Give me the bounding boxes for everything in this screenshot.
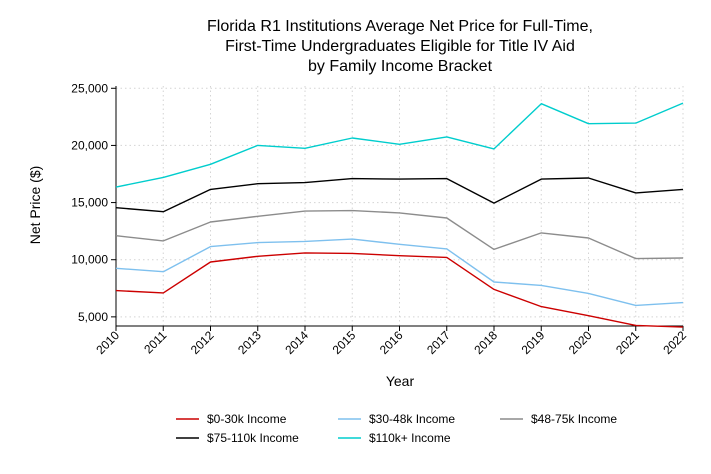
- chart-title-line-3: by Family Income Bracket: [308, 58, 493, 75]
- legend-label: $30-48k Income: [369, 412, 455, 426]
- series-line-3: [115, 177, 684, 213]
- x-tick-label: 2018: [471, 328, 500, 357]
- legend-item-2: $48-75k Income: [500, 412, 617, 426]
- x-axis-title: Year: [386, 373, 415, 389]
- chart-title-line-2: First-Time Undergraduates Eligible for T…: [225, 38, 575, 55]
- legend-label: $48-75k Income: [531, 412, 617, 426]
- x-tick-label: 2016: [377, 328, 406, 357]
- chart-title-line-1: Florida R1 Institutions Average Net Pric…: [207, 18, 593, 35]
- legend-item-1: $30-48k Income: [338, 412, 455, 426]
- chart-title: Florida R1 Institutions Average Net Pric…: [207, 18, 593, 75]
- legend-item-0: $0-30k Income: [176, 412, 287, 426]
- x-tick-label: 2014: [282, 328, 311, 357]
- y-tick-label: 15,000: [71, 196, 108, 210]
- x-tick-label: 2020: [566, 328, 595, 357]
- series-line-1: [115, 238, 684, 307]
- y-tick-label: 25,000: [71, 81, 108, 95]
- series-line-0: [115, 252, 684, 328]
- x-tick-label: 2022: [660, 328, 689, 357]
- x-tick-label: 2012: [188, 328, 217, 357]
- y-tick-label: 10,000: [71, 253, 108, 267]
- y-tick-label: 5,000: [78, 310, 108, 324]
- x-tick-label: 2015: [330, 328, 359, 357]
- legend-item-3: $75-110k Income: [176, 431, 299, 445]
- legend: $0-30k Income $30-48k Income $48-75k Incom…: [176, 412, 617, 445]
- x-tick-label: 2019: [519, 328, 548, 357]
- series-line-4: [115, 102, 684, 188]
- x-tick-label: 2021: [613, 328, 642, 357]
- y-tick-label: 20,000: [71, 138, 108, 152]
- legend-label: $110k+ Income: [369, 431, 451, 445]
- grid: [115, 86, 684, 326]
- x-tick-label: 2011: [141, 328, 169, 356]
- legend-item-4: $110k+ Income: [338, 431, 451, 445]
- legend-label: $0-30k Income: [207, 412, 287, 426]
- x-tick-label: 2010: [93, 328, 122, 357]
- legend-label: $75-110k Income: [207, 431, 299, 445]
- y-axis-title: Net Price ($): [27, 166, 43, 245]
- x-tick-label: 2013: [235, 328, 264, 357]
- axes: 5,000 10,000 15,000 20,000 25,000 2010 2011 201…: [71, 81, 689, 357]
- series-line-2: [115, 209, 684, 260]
- x-tick-label: 2017: [424, 328, 453, 357]
- series: [115, 102, 684, 328]
